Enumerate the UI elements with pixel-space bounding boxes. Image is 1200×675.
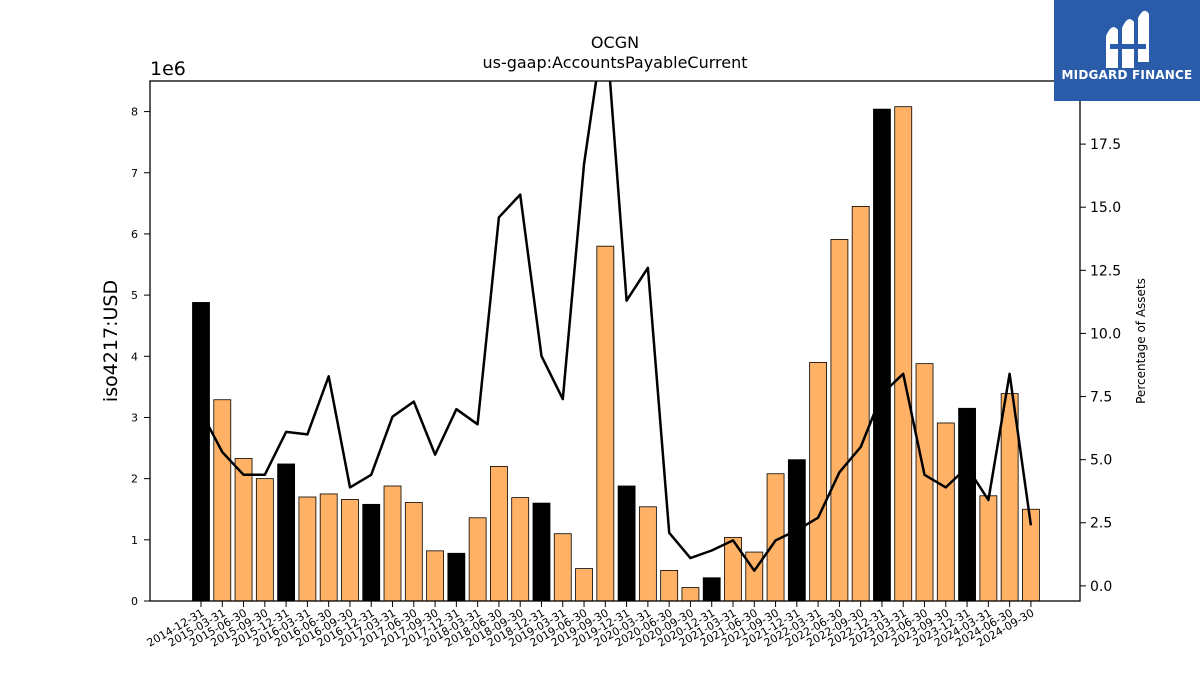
y-tick-label: 4 — [131, 350, 138, 363]
y-tick-label: 8 — [131, 106, 138, 119]
bar — [426, 550, 444, 602]
bar — [490, 466, 508, 602]
y2-tick-label: 0.0 — [1090, 579, 1112, 595]
y2-axis-label: Percentage of Assets — [1134, 278, 1148, 404]
bar-series — [192, 106, 1040, 602]
bar — [596, 245, 615, 602]
bar — [702, 577, 721, 602]
bar — [575, 568, 593, 602]
percentage-line — [199, 81, 1033, 572]
bar — [532, 502, 551, 602]
bar — [958, 407, 976, 602]
chart-subtitle: us-gaap:AccountsPayableCurrent — [482, 53, 747, 72]
y-axis-label: iso4217:USD — [100, 280, 122, 402]
bar — [404, 502, 423, 602]
midgard-logo-icon — [1106, 10, 1149, 68]
bar — [192, 302, 210, 602]
y-tick-label: 7 — [131, 167, 138, 180]
bar — [809, 362, 828, 602]
y-tick-label: 0 — [131, 595, 138, 608]
y2-tick-label: 5.0 — [1090, 453, 1112, 469]
bar — [830, 239, 849, 602]
y-axis-right: 0.0 2.5 5.0 7.5 10.0 12.5 15.0 17.5 — [1080, 137, 1121, 595]
y-axis-left: 0 1 2 3 4 5 6 7 8 — [131, 106, 150, 608]
bar — [362, 503, 381, 602]
y-tick-label: 1 — [131, 534, 138, 547]
y2-tick-label: 10.0 — [1090, 326, 1121, 342]
bar — [298, 496, 317, 602]
y2-tick-label: 17.5 — [1090, 137, 1121, 153]
y2-tick-label: 12.5 — [1090, 263, 1121, 279]
y-tick-label: 2 — [131, 473, 138, 486]
y-tick-label: 5 — [131, 289, 138, 302]
line-series — [199, 81, 1033, 572]
bar — [447, 552, 466, 602]
bar — [681, 587, 700, 602]
bar — [936, 422, 955, 602]
bar — [660, 570, 679, 602]
bar — [468, 517, 487, 602]
y-offset-label: 1e6 — [150, 58, 186, 80]
bar — [979, 495, 998, 602]
logo-text: MIDGARD FINANCE — [1061, 68, 1193, 82]
bar — [383, 485, 402, 602]
plot-frame — [149, 80, 1081, 602]
brand-logo: MIDGARD FINANCE — [1054, 0, 1200, 101]
bar — [851, 206, 870, 602]
bar — [277, 463, 296, 602]
x-axis: 2014-12-312015-03-312015-06-302015-09-30… — [145, 601, 1036, 650]
bar — [553, 533, 572, 602]
bar — [745, 551, 764, 602]
y-tick-label: 6 — [131, 228, 138, 241]
bar — [319, 493, 338, 602]
bar — [511, 497, 530, 602]
bar — [255, 478, 274, 602]
bar — [617, 485, 636, 602]
y2-tick-label: 7.5 — [1090, 390, 1112, 406]
bar — [638, 506, 657, 602]
bar — [894, 106, 913, 602]
bar — [213, 399, 232, 602]
y-tick-label: 3 — [131, 411, 138, 424]
bar — [873, 108, 891, 602]
chart-title: OCGN — [591, 33, 639, 52]
bar — [234, 458, 253, 602]
bar — [915, 363, 934, 602]
bar — [341, 499, 359, 602]
y2-tick-label: 15.0 — [1090, 200, 1121, 216]
y2-tick-label: 2.5 — [1090, 516, 1112, 532]
